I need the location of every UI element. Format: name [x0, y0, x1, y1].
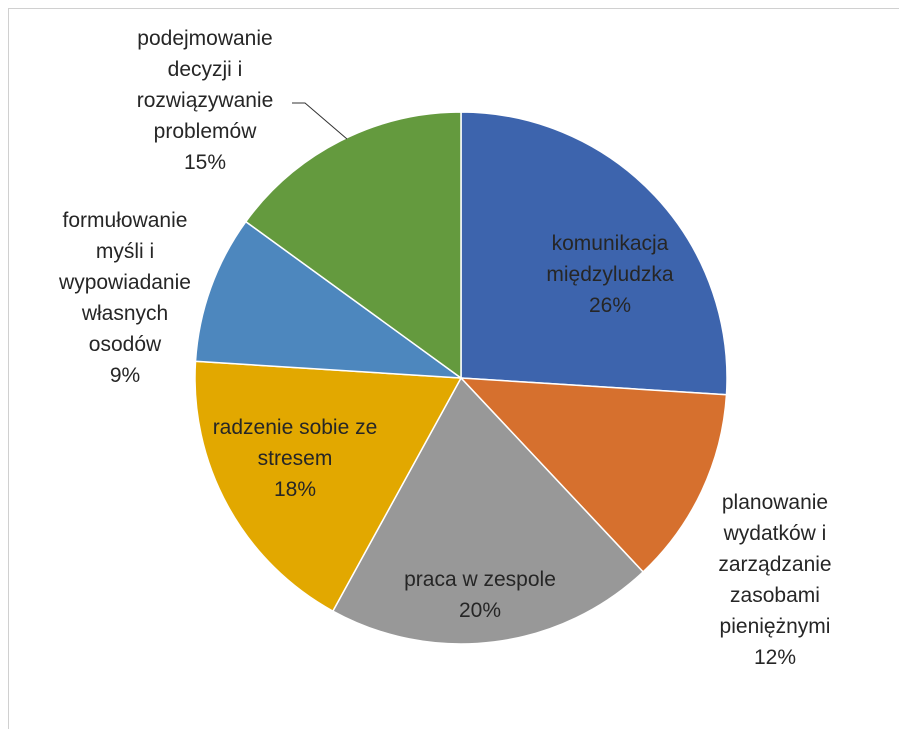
category-label: formułowanie myśli i wypowiadanie własny… — [59, 209, 191, 356]
data-label-box: formułowanie myśli i wypowiadanie własny… — [53, 148, 198, 448]
data-label: formułowanie myśli i wypowiadanie własny… — [53, 148, 198, 448]
value-label: 26% — [588, 293, 632, 317]
value-label: 20% — [458, 599, 502, 622]
data-label: praca w zespole 20% — [390, 445, 570, 729]
leader-line — [292, 102, 348, 140]
category-label: podejmowanie decyzji i rozwiązywanie pro… — [136, 26, 274, 143]
value-label: 12% — [753, 646, 797, 669]
data-label: podejmowanie decyzji i rozwiązywanie pro… — [120, 0, 290, 250]
pie-slice — [331, 376, 645, 645]
data-label-box: praca w zespole 20% — [390, 445, 570, 729]
data-label: planowanie wydatków i zarządzanie zasoba… — [705, 430, 845, 729]
pie-slice — [194, 360, 463, 613]
value-label: 9% — [109, 364, 141, 387]
data-label-box: planowanie wydatków i zarządzanie zasoba… — [705, 430, 845, 729]
data-label: komunikacja międzyludzka 26% — [525, 124, 695, 424]
data-label-box: komunikacja międzyludzka 26% — [525, 124, 695, 424]
data-label-box: podejmowanie decyzji i rozwiązywanie pro… — [120, 0, 290, 250]
pie-slice — [194, 220, 464, 379]
pie-slice — [460, 111, 728, 396]
category-label: planowanie wydatków i zarządzanie zasoba… — [718, 491, 832, 638]
data-label-box: radzenie sobie ze stresem 18% — [213, 308, 378, 608]
data-label: radzenie sobie ze stresem 18% — [213, 308, 378, 608]
pie-slice — [459, 377, 728, 573]
pie — [194, 111, 728, 645]
pie-slice — [244, 111, 462, 380]
value-label: 18% — [273, 477, 317, 501]
category-label: radzenie sobie ze stresem — [212, 415, 378, 470]
value-label: 15% — [183, 150, 227, 174]
chart-border — [8, 8, 899, 729]
category-label: praca w zespole — [404, 568, 556, 591]
category-label: komunikacja międzyludzka — [546, 231, 674, 286]
